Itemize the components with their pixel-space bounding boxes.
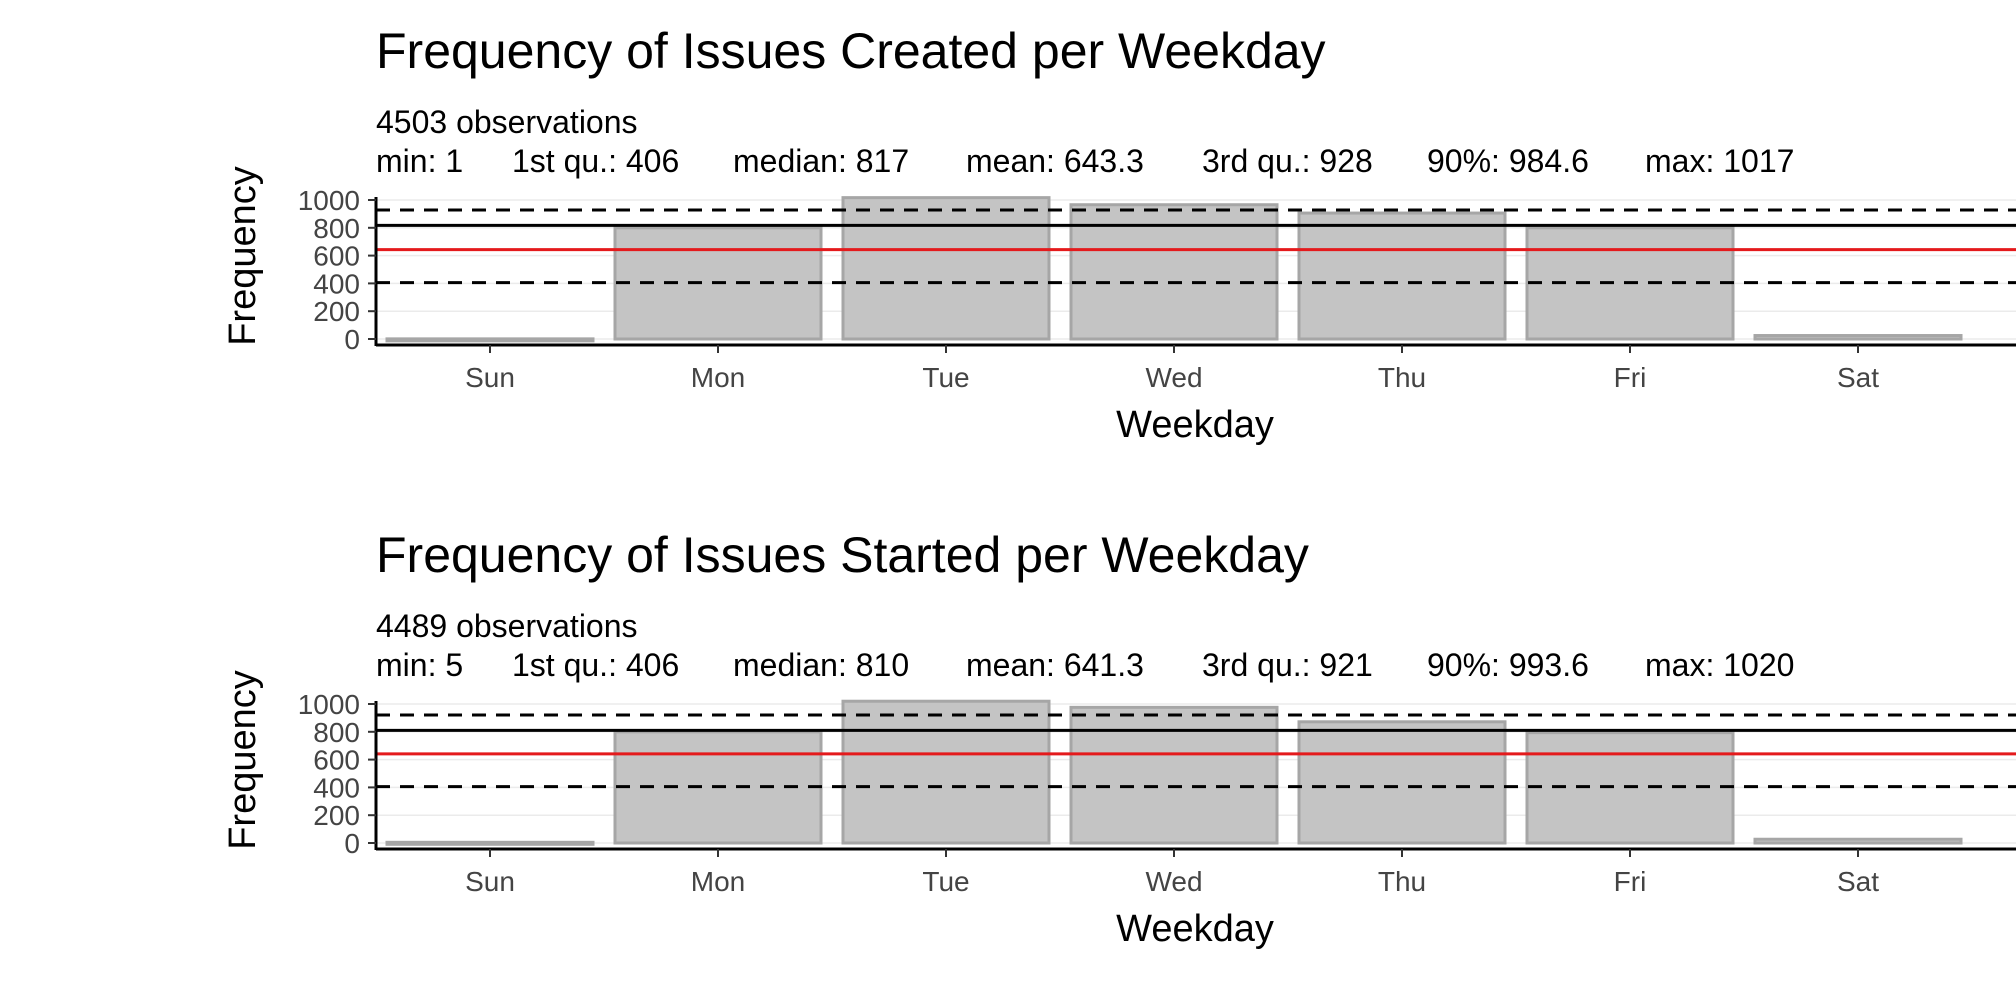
x-axis-label: Weekday — [1116, 404, 1274, 446]
summary-stat: max: 1020 — [1645, 647, 1794, 683]
y-tick-label: 600 — [313, 241, 360, 272]
bar — [841, 196, 1051, 341]
summary-stat: 1st qu.: 406 — [512, 143, 679, 179]
bar — [841, 699, 1051, 845]
y-axis-label: Frequency — [222, 670, 264, 850]
x-tick-label: Fri — [1614, 362, 1647, 393]
bar — [385, 337, 595, 343]
y-tick-label: 200 — [313, 296, 360, 327]
summary-stat: min: 1 — [376, 143, 463, 179]
x-tick-label: Thu — [1378, 866, 1426, 897]
summary-stat: mean: 641.3 — [966, 647, 1144, 683]
summary-stat: mean: 643.3 — [966, 143, 1144, 179]
y-tick-label: 400 — [313, 268, 360, 299]
bar — [1069, 705, 1279, 845]
x-tick-label: Wed — [1145, 866, 1202, 897]
summary-stat: 90%: 993.6 — [1427, 647, 1589, 683]
x-tick-label: Sun — [465, 866, 515, 897]
y-tick-label: 800 — [313, 213, 360, 244]
chart-panel-1: Frequency of Issues Created per Weekday 4… — [222, 23, 2016, 446]
y-tick-label: 800 — [313, 717, 360, 748]
y-tick-label: 0 — [344, 324, 360, 355]
x-tick-label: Mon — [691, 362, 745, 393]
bar — [1297, 211, 1507, 341]
x-tick-label: Thu — [1378, 362, 1426, 393]
summary-stat: 1st qu.: 406 — [512, 647, 679, 683]
chart-title: Frequency of Issues Started per Weekday — [376, 527, 1309, 583]
bar — [1753, 837, 1963, 845]
y-tick-label: 600 — [313, 745, 360, 776]
summary-stat: 90%: 984.6 — [1427, 143, 1589, 179]
x-tick-label: Wed — [1145, 362, 1202, 393]
summary-stat: median: 817 — [733, 143, 909, 179]
bar — [1069, 203, 1279, 341]
y-tick-label: 400 — [313, 772, 360, 803]
x-tick-label: Sun — [465, 362, 515, 393]
summary-stat: max: 1017 — [1645, 143, 1794, 179]
x-tick-label: Sat — [1837, 866, 1879, 897]
chart-panel-2: Frequency of Issues Started per Weekday 4… — [222, 527, 2016, 950]
observation-count: 4503 observations — [376, 104, 638, 140]
summary-stat: 3rd qu.: 928 — [1202, 143, 1373, 179]
y-tick-label: 200 — [313, 800, 360, 831]
observation-count: 4489 observations — [376, 608, 638, 644]
summary-stat: 3rd qu.: 921 — [1202, 647, 1373, 683]
x-tick-label: Tue — [922, 866, 969, 897]
x-axis-label: Weekday — [1116, 908, 1274, 950]
bar — [1753, 334, 1963, 341]
y-tick-label: 1000 — [298, 185, 360, 216]
summary-stat: min: 5 — [376, 647, 463, 683]
x-tick-label: Sat — [1837, 362, 1879, 393]
x-tick-label: Fri — [1614, 866, 1647, 897]
bar — [385, 840, 595, 846]
bar — [1297, 720, 1507, 845]
y-axis-label: Frequency — [222, 166, 264, 346]
x-tick-label: Mon — [691, 866, 745, 897]
summary-stat: median: 810 — [733, 647, 909, 683]
y-tick-label: 1000 — [298, 689, 360, 720]
chart-title: Frequency of Issues Created per Weekday — [376, 23, 1326, 79]
y-tick-label: 0 — [344, 828, 360, 859]
x-tick-label: Tue — [922, 362, 969, 393]
